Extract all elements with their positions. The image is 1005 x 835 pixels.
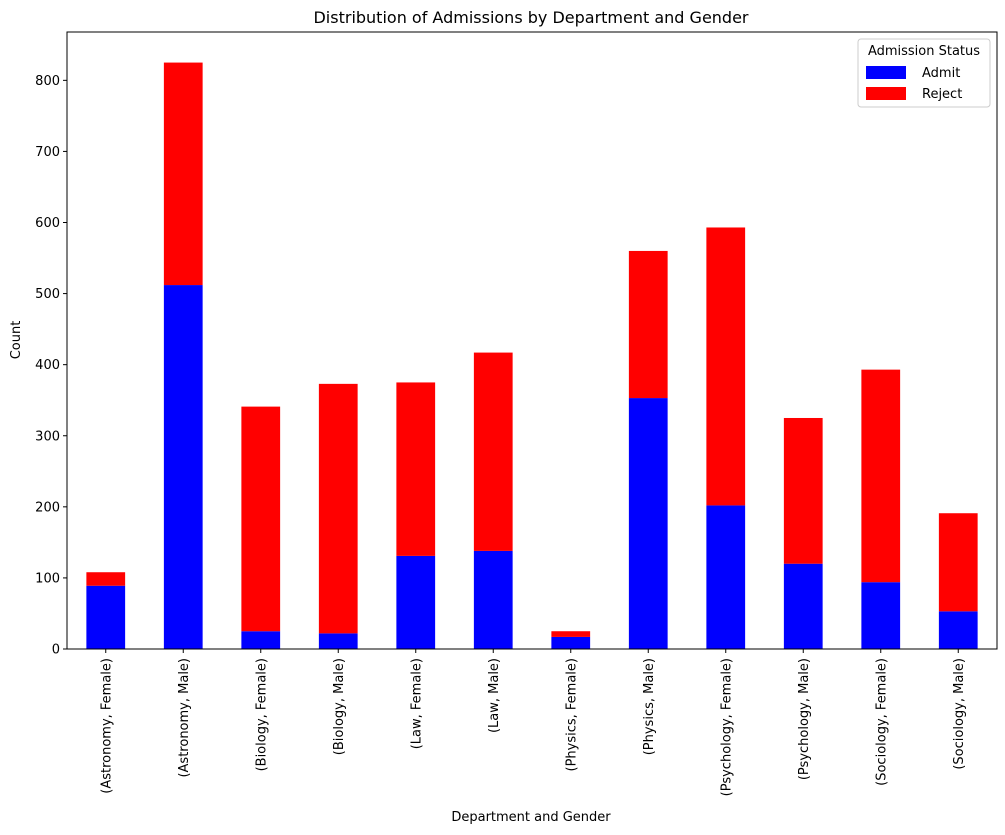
bar-reject-11 (938, 513, 978, 612)
y-tick-label: 600 (35, 216, 60, 231)
bar-admit-7 (628, 398, 668, 649)
bar-reject-7 (628, 250, 668, 399)
bar-reject-8 (706, 227, 746, 506)
bar-reject-4 (396, 382, 436, 556)
y-tick-label: 200 (35, 500, 60, 515)
bar-admit-6 (551, 636, 591, 649)
plot-frame (66, 31, 998, 650)
bar-admit-0 (86, 585, 126, 649)
x-axis: (Astronomy, Female) (Astronomy, Male) (Bio… (99, 649, 967, 796)
x-tick-label: (Law, Male) (487, 658, 502, 733)
chart-title: Distribution of Admissions by Department… (313, 8, 748, 27)
y-tick-label: 500 (35, 287, 60, 302)
x-tick-label: (Sociology, Male) (952, 658, 967, 770)
x-tick-label: (Astronomy, Male) (177, 658, 192, 778)
y-axis-label: Count (9, 321, 24, 360)
bar-reject-3 (318, 383, 358, 634)
x-tick-label: (Law, Female) (409, 658, 424, 749)
plot-area (66, 31, 998, 650)
bar-reject-2 (241, 406, 281, 632)
bar-admit-4 (396, 555, 436, 649)
bar-reject-5 (473, 352, 513, 551)
x-tick-label: (Physics, Female) (564, 658, 579, 772)
bar-reject-9 (783, 417, 823, 564)
bar-admit-10 (861, 582, 901, 649)
bar-admit-3 (318, 633, 358, 649)
y-tick-label: 300 (35, 429, 60, 444)
y-axis: 0 100 200 300 400 500 600 700 800 (35, 74, 67, 658)
y-tick-label: 700 (35, 145, 60, 160)
x-tick-label: (Physics, Male) (642, 658, 657, 755)
x-tick-label: (Sociology, Female) (874, 658, 889, 786)
bar-reject-1 (163, 62, 203, 286)
legend: Admission Status Admit Reject (857, 38, 991, 108)
y-tick-label: 0 (52, 643, 60, 658)
legend-swatch-admit (866, 66, 906, 79)
legend-title: Admission Status (868, 44, 980, 59)
x-tick-label: (Astronomy, Female) (99, 658, 114, 794)
y-tick-label: 100 (35, 571, 60, 586)
x-tick-label: (Biology, Male) (332, 658, 347, 755)
bar-admit-11 (938, 611, 978, 649)
x-tick-label: (Psychology, Male) (797, 658, 812, 780)
bar-reject-6 (551, 631, 591, 637)
legend-label-reject: Reject (922, 87, 962, 102)
bar-admit-2 (241, 631, 281, 649)
legend-swatch-reject (866, 87, 906, 100)
x-tick-label: (Biology, Female) (254, 658, 269, 771)
x-tick-label: (Psychology, Female) (719, 658, 734, 796)
x-axis-label: Department and Gender (451, 810, 611, 825)
y-tick-label: 800 (35, 74, 60, 89)
bar-reject-10 (861, 369, 901, 583)
bar-admit-5 (473, 550, 513, 649)
legend-label-admit: Admit (922, 66, 960, 81)
bar-reject-0 (86, 572, 126, 586)
y-tick-label: 400 (35, 358, 60, 373)
bar-admit-1 (163, 285, 203, 649)
bar-admit-9 (783, 563, 823, 649)
bar-admit-8 (706, 505, 746, 649)
